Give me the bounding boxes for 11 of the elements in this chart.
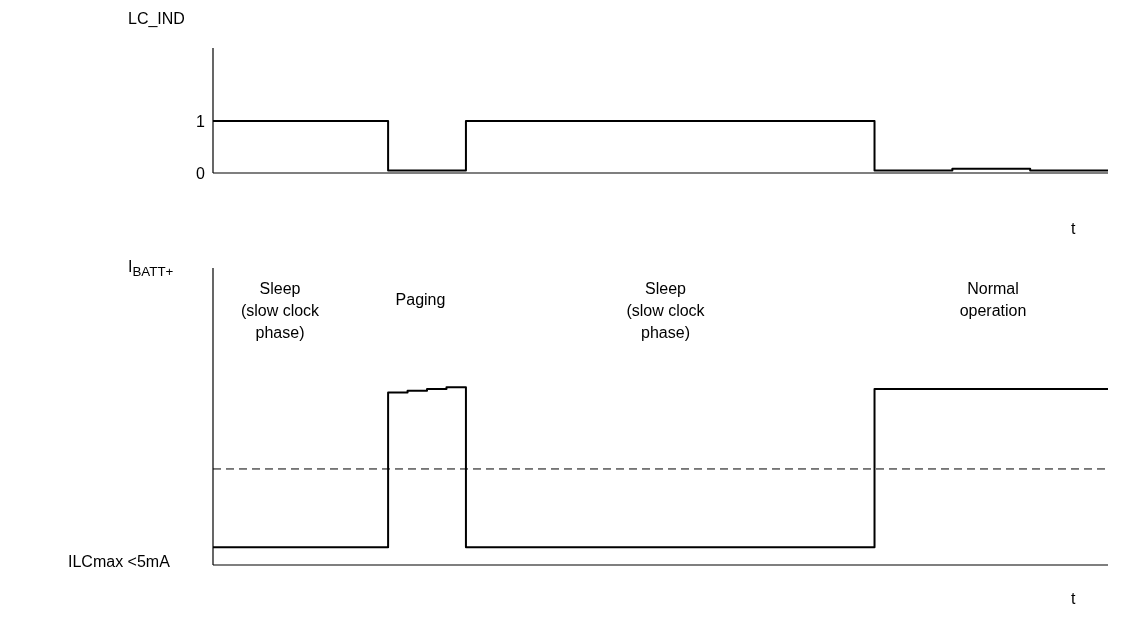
text: Sleep (slow clock phase) [625,279,706,343]
text: Normal operation [958,279,1028,321]
y-tick-label: 0 [196,164,206,182]
text: Paging [394,290,447,310]
x-axis-title: t [1071,220,1076,238]
text: ILCmax <5mA [68,553,170,571]
text: Sleep (slow clock phase) [239,279,321,343]
y-axis-title: LC_IND [128,10,185,28]
y-tick-label: 1 [196,112,206,130]
x-axis-title: t [1071,590,1076,608]
y-axis-title: I$_{BATT+}$ [128,258,174,280]
